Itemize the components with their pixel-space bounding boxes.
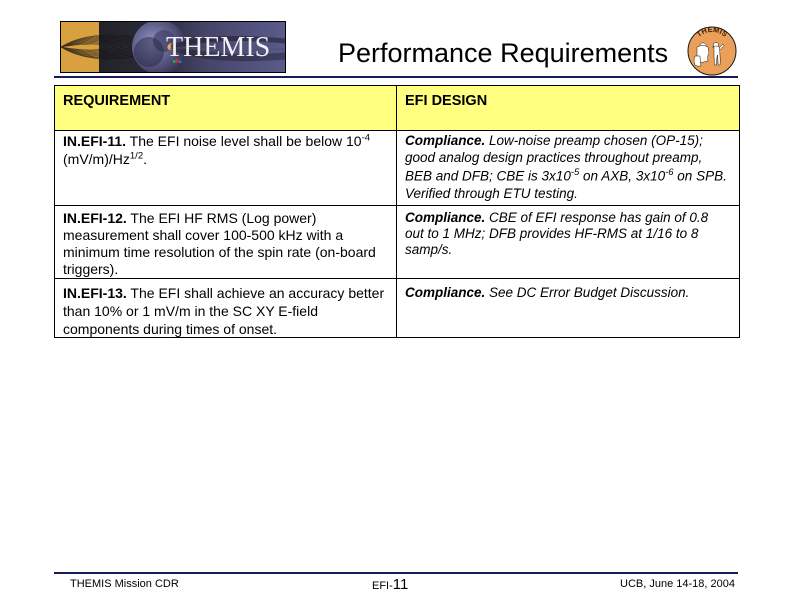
svg-text:THEMIS: THEMIS — [166, 32, 270, 63]
